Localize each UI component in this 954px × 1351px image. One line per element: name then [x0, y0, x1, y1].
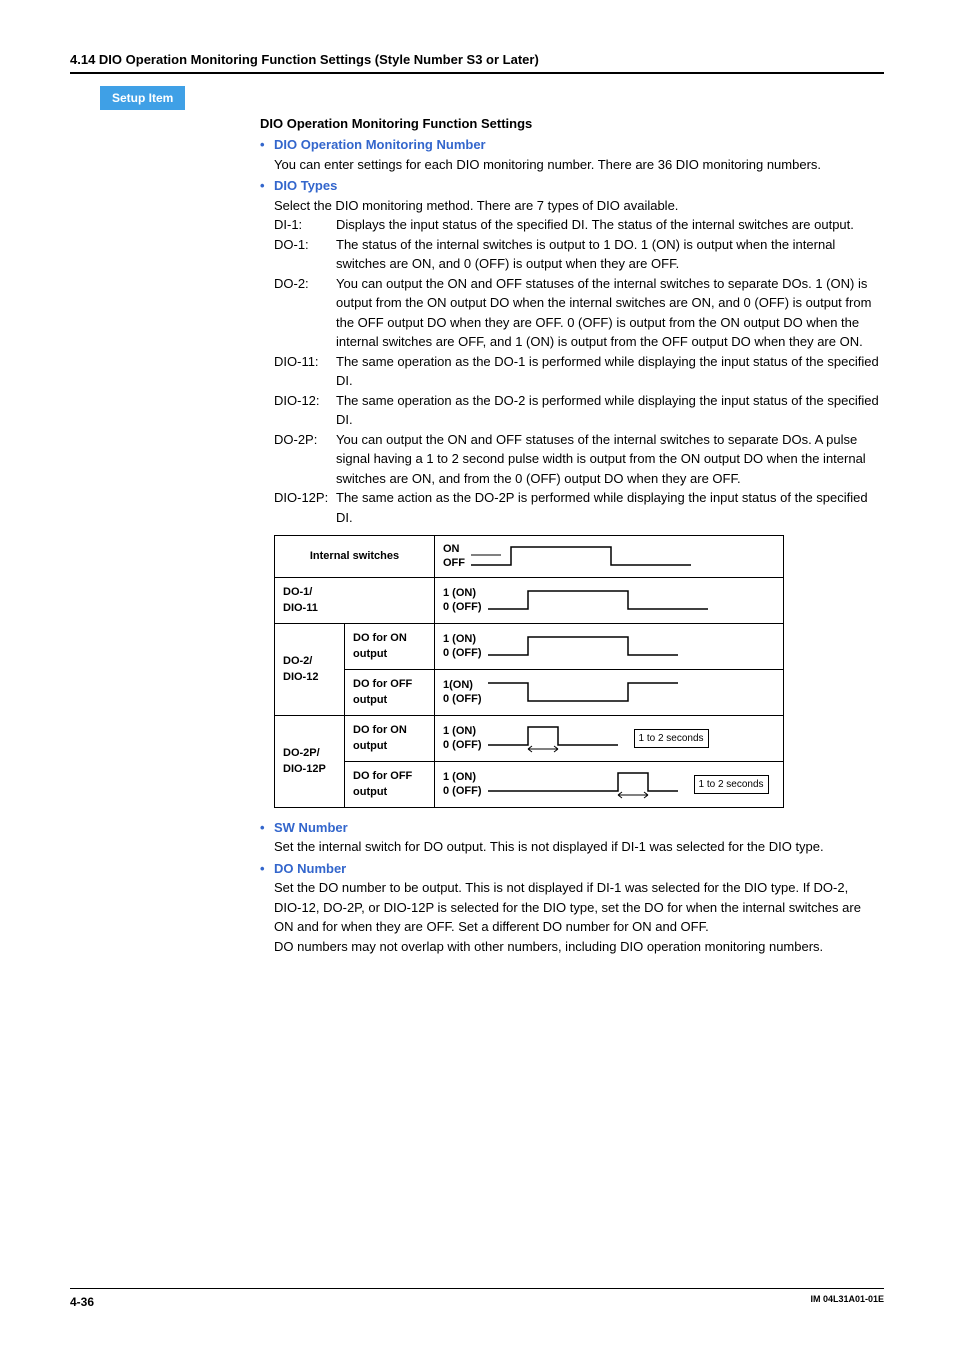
def-row: DIO-11: The same operation as the DO-1 i…: [274, 352, 879, 391]
bullet-icon: •: [260, 176, 274, 196]
bullet-icon: •: [260, 818, 274, 838]
label-0off: 0 (OFF): [443, 784, 482, 798]
bullet-label: DO Number: [274, 859, 346, 879]
def-row: DI-1: Displays the input status of the s…: [274, 215, 879, 235]
label-0off: 0 (OFF): [443, 738, 482, 752]
label-1on: 1(ON): [443, 678, 482, 692]
label-0off: 0 (OFF): [443, 600, 482, 614]
cell-wave: 1 (ON) 0 (OFF) 1 to 2 seconds: [435, 761, 784, 807]
def-row: DIO-12: The same operation as the DO-2 i…: [274, 391, 879, 430]
cell-do2p: DO-2P/DIO-12P: [275, 715, 345, 807]
def-val: You can output the ON and OFF statuses o…: [336, 274, 879, 352]
label-0off: 0 (OFF): [443, 646, 482, 660]
bullet-label: DIO Operation Monitoring Number: [274, 135, 486, 155]
table-row: DO-1/DIO-11 1 (ON) 0 (OFF): [275, 577, 784, 623]
def-val: The same operation as the DO-2 is perfor…: [336, 391, 879, 430]
def-val: You can output the ON and OFF statuses o…: [336, 430, 879, 489]
body-text: You can enter settings for each DIO moni…: [274, 155, 879, 175]
label-off: OFF: [443, 556, 465, 570]
cell-wave: 1(ON) 0 (OFF): [435, 669, 784, 715]
def-val: The same action as the DO-2P is performe…: [336, 488, 879, 527]
def-row: DIO-12P: The same action as the DO-2P is…: [274, 488, 879, 527]
doc-id: IM 04L31A01-01E: [810, 1293, 884, 1311]
def-val: The status of the internal switches is o…: [336, 235, 879, 274]
body-text: DO numbers may not overlap with other nu…: [274, 937, 879, 957]
table-row: DO for OFF output 1 (ON) 0 (OFF) 1 to 2 …: [275, 761, 784, 807]
waveform-icon: [488, 723, 628, 753]
waveform-icon: [488, 633, 688, 659]
label-1on: 1 (ON): [443, 586, 482, 600]
def-key: DIO-11:: [274, 352, 336, 372]
def-val: Displays the input status of the specifi…: [336, 215, 879, 235]
def-key: DO-1:: [274, 235, 336, 255]
bullet-label: DIO Types: [274, 176, 337, 196]
pulse-annotation: 1 to 2 seconds: [694, 775, 769, 794]
def-key: DI-1:: [274, 215, 336, 235]
cell-internal-switches: Internal switches: [275, 536, 435, 578]
table-row: DO-2/DIO-12 DO for ON output 1 (ON) 0 (O…: [275, 623, 784, 669]
cell-do1: DO-1/DIO-11: [275, 577, 435, 623]
waveform-icon: [488, 769, 688, 799]
cell-wave: 1 (ON) 0 (OFF): [435, 577, 784, 623]
cell-do2: DO-2/DIO-12: [275, 623, 345, 715]
def-key: DO-2P:: [274, 430, 336, 450]
def-row: DO-2P: You can output the ON and OFF sta…: [274, 430, 879, 489]
setup-item-tag: Setup Item: [100, 86, 185, 110]
def-row: DO-2: You can output the ON and OFF stat…: [274, 274, 879, 352]
table-row: Internal switches ON OFF: [275, 536, 784, 578]
table-row: DO for OFF output 1(ON) 0 (OFF): [275, 669, 784, 715]
def-key: DIO-12:: [274, 391, 336, 411]
waveform-icon: [471, 543, 701, 569]
cell-wave: ON OFF: [435, 536, 784, 578]
def-key: DIO-12P:: [274, 488, 336, 508]
def-row: DO-1: The status of the internal switche…: [274, 235, 879, 274]
timing-table: Internal switches ON OFF: [274, 535, 784, 808]
cell-do-on: DO for ON output: [345, 623, 435, 669]
waveform-icon: [488, 587, 718, 613]
bullet-item: • DIO Operation Monitoring Number: [260, 135, 879, 155]
label-on: ON: [443, 542, 465, 556]
pulse-annotation: 1 to 2 seconds: [634, 729, 709, 748]
body-text: Set the internal switch for DO output. T…: [274, 837, 879, 857]
label-1on: 1 (ON): [443, 632, 482, 646]
bullet-icon: •: [260, 859, 274, 879]
cell-do-on: DO for ON output: [345, 715, 435, 761]
bullet-item: • DO Number: [260, 859, 879, 879]
table-row: DO-2P/DIO-12P DO for ON output 1 (ON) 0 …: [275, 715, 784, 761]
body-text: Set the DO number to be output. This is …: [274, 878, 879, 937]
page-footer: 4-36 IM 04L31A01-01E: [70, 1288, 884, 1311]
page-number: 4-36: [70, 1293, 94, 1311]
cell-wave: 1 (ON) 0 (OFF) 1 to 2 seconds: [435, 715, 784, 761]
main-title: DIO Operation Monitoring Function Settin…: [260, 114, 879, 134]
cell-do-off: DO for OFF output: [345, 761, 435, 807]
label-1on: 1 (ON): [443, 724, 482, 738]
bullet-icon: •: [260, 135, 274, 155]
label-1on: 1 (ON): [443, 770, 482, 784]
label-0off: 0 (OFF): [443, 692, 482, 706]
bullet-item: • SW Number: [260, 818, 879, 838]
body-text: Select the DIO monitoring method. There …: [274, 196, 879, 216]
cell-wave: 1 (ON) 0 (OFF): [435, 623, 784, 669]
bullet-label: SW Number: [274, 818, 348, 838]
waveform-icon: [488, 679, 688, 705]
cell-do-off: DO for OFF output: [345, 669, 435, 715]
def-val: The same operation as the DO-1 is perfor…: [336, 352, 879, 391]
content-block: DIO Operation Monitoring Function Settin…: [260, 114, 879, 957]
section-title: 4.14 DIO Operation Monitoring Function S…: [70, 50, 884, 74]
def-key: DO-2:: [274, 274, 336, 294]
bullet-item: • DIO Types: [260, 176, 879, 196]
